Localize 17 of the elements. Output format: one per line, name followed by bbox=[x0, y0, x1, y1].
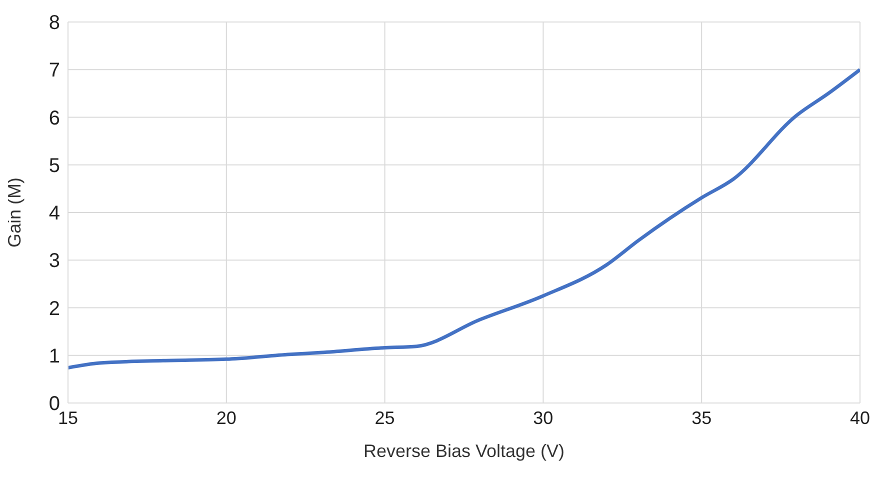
y-tick-label: 6 bbox=[48, 107, 60, 130]
x-tick-label: 35 bbox=[692, 408, 712, 428]
x-axis-title: Reverse Bias Voltage (V) bbox=[363, 441, 565, 461]
y-tick-label: 2 bbox=[48, 298, 60, 320]
y-tick-label: 1 bbox=[48, 345, 60, 368]
y-tick-label: 3 bbox=[48, 250, 60, 272]
line-series bbox=[68, 68, 860, 370]
y-tick-label: 8 bbox=[48, 12, 60, 34]
y-tick-label: 7 bbox=[48, 60, 60, 82]
x-tick-label: 20 bbox=[216, 408, 236, 428]
y-tick-label: 5 bbox=[48, 154, 60, 177]
x-tick-label: 30 bbox=[533, 408, 554, 428]
x-tick-label: 40 bbox=[850, 408, 870, 428]
x-tick-label: 15 bbox=[58, 408, 78, 428]
y-tick-label: 0 bbox=[48, 393, 60, 416]
x-tick-label: 25 bbox=[374, 408, 395, 428]
y-tick-label: 4 bbox=[48, 202, 60, 225]
